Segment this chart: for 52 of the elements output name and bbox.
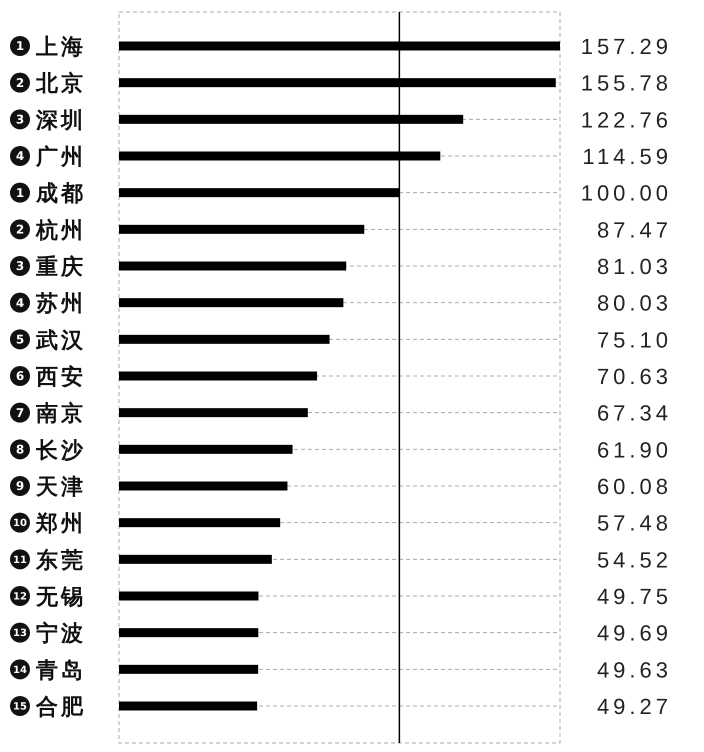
data-label: 49.27	[596, 694, 672, 719]
data-label: 80.03	[596, 290, 672, 316]
y-tick-label: 12 无锡	[13, 584, 86, 610]
bar	[119, 518, 280, 528]
y-tick-label: 10 郑州	[13, 512, 86, 537]
bar	[119, 664, 258, 674]
data-label: 61.90	[596, 437, 672, 462]
y-tick-label: 9 天津	[16, 474, 86, 500]
y-tick-label: 2 杭州	[16, 217, 86, 244]
bar	[119, 592, 258, 600]
data-label: 157.29	[580, 34, 672, 59]
y-tick-label: 3 深圳	[16, 108, 86, 134]
y-tick-label: 6 西安	[16, 364, 86, 390]
y-tick-label: 2 北京	[16, 70, 86, 97]
bar	[119, 482, 288, 490]
bar	[119, 628, 258, 638]
y-tick-label: 4 苏州	[16, 292, 86, 317]
y-tick-label: 8 长沙	[16, 438, 86, 464]
data-label: 54.52	[596, 547, 672, 572]
data-label: 67.34	[596, 400, 672, 426]
data-label: 49.63	[596, 657, 672, 682]
bar	[119, 372, 318, 380]
bar	[119, 408, 308, 418]
y-tick-label: 1 成都	[16, 182, 86, 207]
bar	[119, 444, 293, 454]
y-tick-label: 1 上海	[16, 34, 86, 60]
data-label: 70.63	[596, 364, 672, 389]
y-tick-label: 7 南京	[16, 400, 86, 427]
bar	[119, 224, 364, 234]
data-label: 155.78	[580, 70, 672, 96]
y-tick-label: 13 宁波	[13, 620, 86, 647]
data-label: 75.10	[596, 327, 672, 352]
data-label: 49.75	[596, 584, 672, 609]
data-label: 49.69	[596, 620, 672, 646]
y-tick-label: 4 广州	[16, 144, 86, 170]
y-tick-label: 15 合肥	[13, 694, 86, 720]
bar	[119, 554, 272, 564]
data-label: 114.59	[582, 144, 672, 169]
data-label: 57.48	[596, 510, 672, 536]
y-tick-label: 11 东莞	[13, 547, 86, 574]
data-label: 100.00	[580, 180, 672, 206]
data-label: 122.76	[580, 107, 672, 132]
data-label: 81.03	[596, 254, 672, 279]
bar	[119, 702, 258, 710]
bar	[119, 298, 344, 308]
data-label: 87.47	[596, 217, 672, 242]
y-tick-label: 5 武汉	[16, 328, 86, 354]
bar	[119, 262, 346, 270]
data-label: 60.08	[596, 474, 672, 499]
y-tick-label: 14 青岛	[13, 658, 86, 684]
bar	[119, 334, 330, 344]
y-tick-label: 3 重庆	[16, 254, 86, 280]
